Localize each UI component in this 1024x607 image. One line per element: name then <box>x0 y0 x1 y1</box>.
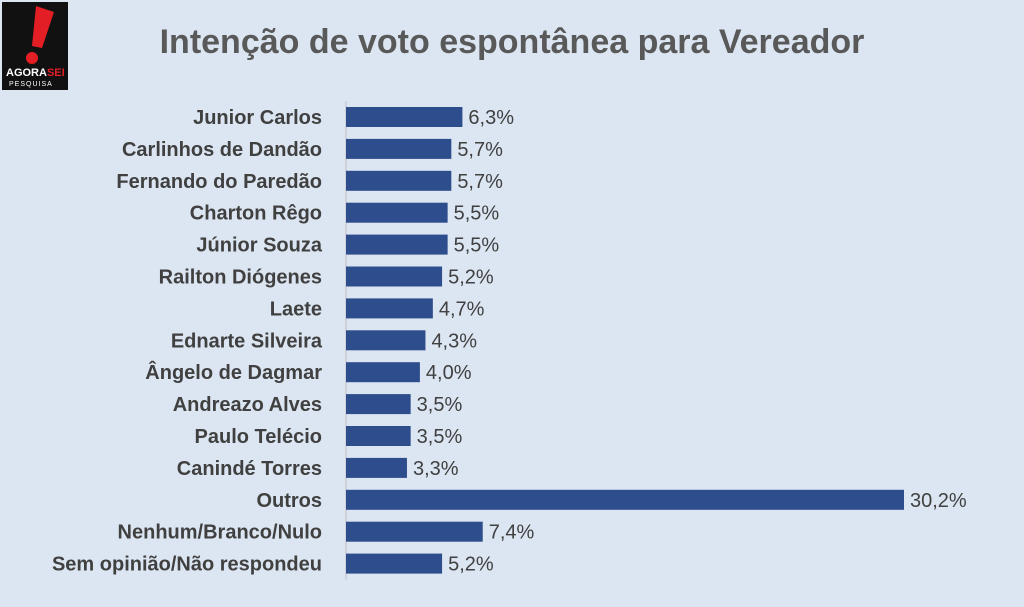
bar <box>346 521 483 542</box>
logo-text-accent: SEI <box>47 67 65 79</box>
bar <box>346 553 443 574</box>
data-label: 5,2% <box>448 554 494 576</box>
bar <box>346 457 407 478</box>
bar <box>346 362 420 383</box>
bar <box>346 107 463 127</box>
category-label: Ednarte Silveira <box>171 330 323 352</box>
bar <box>346 170 452 191</box>
data-label: 5,7% <box>457 139 503 161</box>
category-label: Ângelo de Dagmar <box>145 360 322 384</box>
category-label: Fernando do Paredão <box>116 171 322 193</box>
logo-exclamation-dot <box>26 52 38 64</box>
category-label: Nenhum/Branco/Nulo <box>118 522 322 544</box>
data-label: 4,7% <box>439 298 485 320</box>
category-label: Carlinhos de Dandão <box>122 139 322 161</box>
agorasei-logo: AGORASEI PESQUISA <box>2 2 68 90</box>
data-label: 4,3% <box>431 330 477 352</box>
data-label: 6,3% <box>468 107 514 129</box>
bar <box>346 266 443 287</box>
data-label: 3,5% <box>417 394 463 416</box>
data-label: 5,5% <box>454 203 500 225</box>
chart-title: Intenção de voto espontânea para Vereado… <box>159 23 865 61</box>
data-label: 5,7% <box>457 171 503 193</box>
category-label: Sem opinião/Não respondeu <box>52 554 322 576</box>
category-label: Outros <box>256 490 322 512</box>
data-label: 5,2% <box>448 267 494 289</box>
category-label: Andreazo Alves <box>173 394 322 416</box>
data-label: 3,5% <box>417 426 463 448</box>
bar <box>346 234 448 255</box>
logo-exclamation-mark <box>32 6 54 48</box>
bar <box>346 394 411 415</box>
logo-text-main: AGORA <box>6 67 47 79</box>
category-label: Júnior Souza <box>196 235 322 257</box>
category-label: Railton Diógenes <box>159 267 322 289</box>
logo-text-sub: PESQUISA <box>9 81 53 88</box>
bar <box>346 489 904 510</box>
category-label: Charton Rêgo <box>190 203 322 225</box>
category-label: Paulo Telécio <box>195 426 322 448</box>
category-label: Canindé Torres <box>177 458 322 480</box>
data-label: 30,2% <box>910 490 967 512</box>
bar <box>346 426 411 446</box>
bar <box>346 298 433 319</box>
bar <box>346 202 448 223</box>
bar <box>346 138 452 159</box>
bar <box>346 330 426 351</box>
data-label: 4,0% <box>426 362 472 384</box>
svg-text:AGORASEI: AGORASEI <box>6 67 65 79</box>
category-label: Laete <box>270 298 322 320</box>
category-label: Junior Carlos <box>193 107 322 129</box>
data-label: 5,5% <box>454 235 500 257</box>
data-label: 3,3% <box>413 458 459 480</box>
data-label: 7,4% <box>489 522 535 544</box>
